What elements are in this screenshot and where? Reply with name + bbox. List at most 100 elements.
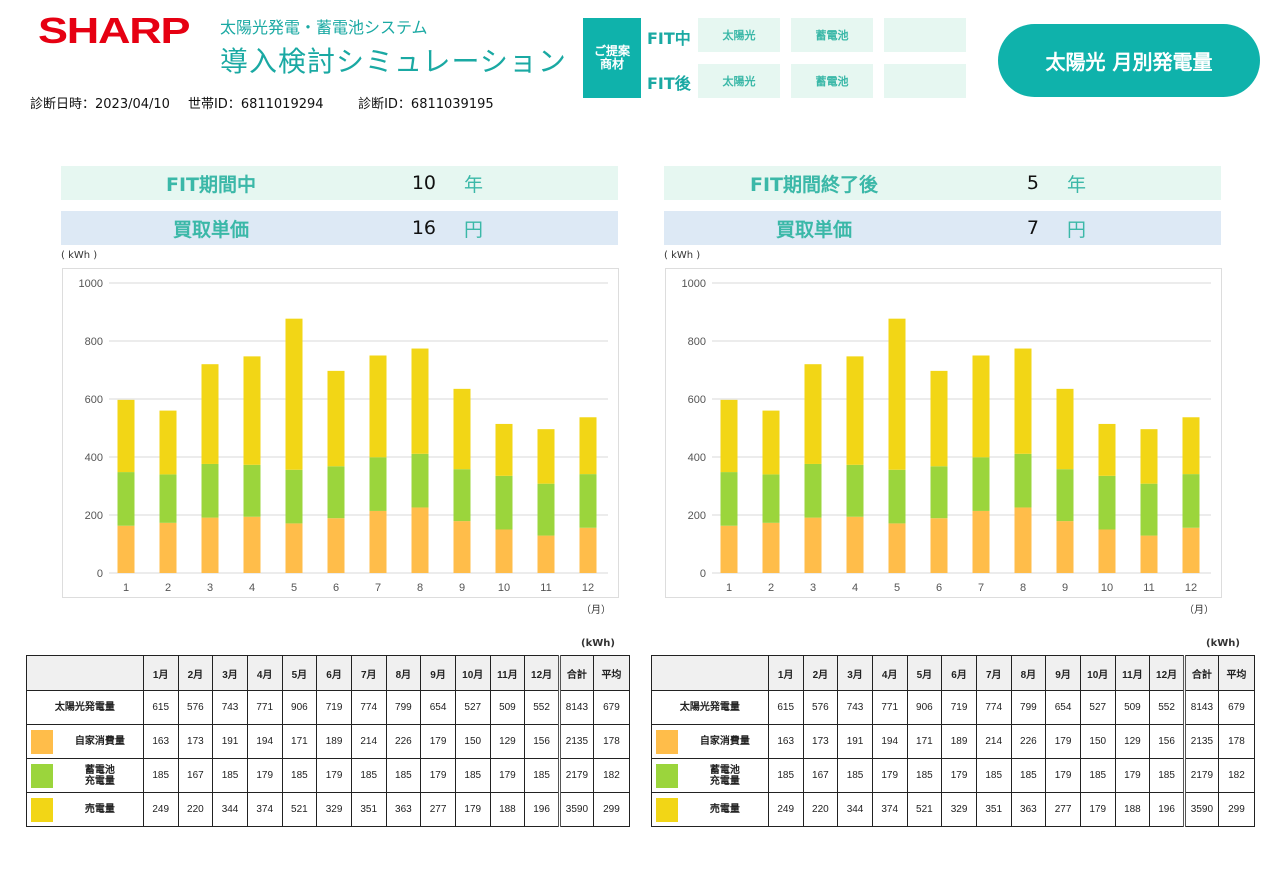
x-tick-label: 8 [1020, 582, 1026, 594]
table-cell: 150 [1079, 724, 1116, 759]
bar-sell [888, 318, 906, 470]
table-cell: 374 [871, 792, 908, 827]
table-cell: 906 [906, 690, 943, 725]
bar-sell [972, 355, 990, 458]
fit-after-label: FIT後 [647, 74, 691, 93]
row-label-cell: 自家消費量 [651, 724, 769, 759]
x-tick-label: 3 [207, 582, 213, 594]
table-cell: 214 [975, 724, 1012, 759]
table-cell: 196 [1149, 792, 1185, 827]
x-tick-label: 10 [498, 582, 510, 594]
table-cell: 521 [906, 792, 943, 827]
y-tick-label: 400 [85, 452, 103, 464]
table-cell: 344 [837, 792, 873, 827]
bar-battery [201, 463, 219, 518]
x-tick-label: 7 [375, 582, 381, 594]
x-tick-label: 6 [333, 582, 339, 594]
bar-sell [1182, 417, 1200, 475]
proposal-cell: 太陽光 [698, 18, 780, 52]
proposal-cell: 蓄電池 [791, 64, 873, 98]
bar-sell [579, 417, 597, 475]
diag-id: 6811039195 [410, 97, 494, 112]
table-cell: 299 [1217, 792, 1256, 827]
table-cell: 344 [212, 792, 248, 827]
table-cell: 2135 [1182, 724, 1219, 759]
bar-self [453, 521, 471, 573]
x-tick-label: 12 [582, 582, 594, 594]
table-cell: 509 [489, 690, 526, 725]
table-cell: 743 [212, 690, 248, 725]
column-header: 平均 [592, 655, 631, 691]
table-cell: 771 [246, 690, 283, 725]
period-label: FIT期間中 [165, 173, 256, 196]
years-unit: 年 [1067, 173, 1087, 196]
years-unit: 年 [464, 173, 484, 196]
y-tick-label: 400 [688, 452, 706, 464]
table-cell: 185 [837, 758, 873, 793]
y-axis-unit: ( kWh ) [664, 250, 701, 261]
column-header: 6月 [941, 655, 977, 691]
row-label: 蓄電池 充電量 [84, 764, 115, 787]
fit-period-band: FIT期間中 10 年 [61, 166, 618, 200]
table-header-row: 1月 2月 3月 4月 5月 6月 7月 8月 9月 10月 11月 12月 合計 平均 [26, 655, 631, 691]
table-cell: 3590 [557, 792, 594, 827]
table-cell: 2179 [557, 758, 594, 793]
y-tick-label: 0 [97, 568, 103, 580]
table-row: 売電量 249 220 344 374 521 329 351 363 277 179 188 196 3… [26, 792, 631, 827]
table-cell: 527 [1079, 690, 1116, 725]
table-cell: 799 [1010, 690, 1047, 725]
table-cell: 150 [454, 724, 491, 759]
bar-self [411, 507, 429, 573]
bar-battery [804, 463, 822, 518]
table-cell: 185 [524, 758, 560, 793]
column-header: 6月 [316, 655, 352, 691]
price-band: 買取単価 16 円 [61, 211, 618, 245]
bar-self [1182, 527, 1200, 573]
bar-sell [159, 410, 177, 475]
bar-self [243, 516, 261, 573]
column-header: 1月 [767, 655, 804, 691]
table-cell: 654 [420, 690, 456, 725]
price-band: 買取単価 7 円 [664, 211, 1221, 245]
price-label: 買取単価 [172, 218, 249, 241]
table-cell: 552 [1149, 690, 1185, 725]
x-tick-label: 10 [1101, 582, 1113, 594]
bar-battery [1140, 483, 1158, 536]
table-cell: 179 [420, 758, 456, 793]
column-header: 9月 [420, 655, 456, 691]
x-tick-label: 7 [978, 582, 984, 594]
sharp-logo: SHARP [38, 10, 191, 51]
diag-label: 診断ID： [358, 97, 411, 112]
table-cell: 8143 [557, 690, 594, 725]
x-tick-label: 3 [810, 582, 816, 594]
table-cell: 173 [802, 724, 839, 759]
bar-sell [327, 370, 345, 467]
table-cell: 771 [871, 690, 908, 725]
bar-battery [846, 464, 864, 517]
legend-swatch [31, 798, 53, 822]
stacked-bar-chart: 0 200 400 600 800 1000 1 2 3 4 5 6 7 8 9 10 11 12 [665, 268, 1222, 598]
bar-battery [579, 474, 597, 528]
table-cell: 185 [1149, 758, 1185, 793]
bar-sell [201, 364, 219, 464]
column-header: 8月 [385, 655, 422, 691]
proposal-label-text: ご提案商材 [593, 43, 630, 71]
row-label: 売電量 [84, 804, 115, 815]
bar-sell [930, 370, 948, 467]
bar-battery [762, 474, 780, 523]
bar-battery [327, 466, 345, 519]
table-cell: 129 [1114, 724, 1151, 759]
table-cell: 191 [212, 724, 248, 759]
column-header: 10月 [1079, 655, 1116, 691]
table-cell: 214 [350, 724, 387, 759]
column-header: 3月 [212, 655, 248, 691]
stacked-bar-chart: 0 200 400 600 800 1000 1 2 3 4 5 6 7 8 9 10 11 12 [62, 268, 619, 598]
price-value: 7 [1026, 217, 1039, 239]
table-cell: 509 [1114, 690, 1151, 725]
column-header: 12月 [524, 655, 560, 691]
bar-sell [117, 399, 135, 473]
bar-sell [1098, 423, 1116, 476]
proposal-cell: 太陽光 [698, 64, 780, 98]
bar-battery [159, 474, 177, 523]
table-cell: 576 [802, 690, 839, 725]
